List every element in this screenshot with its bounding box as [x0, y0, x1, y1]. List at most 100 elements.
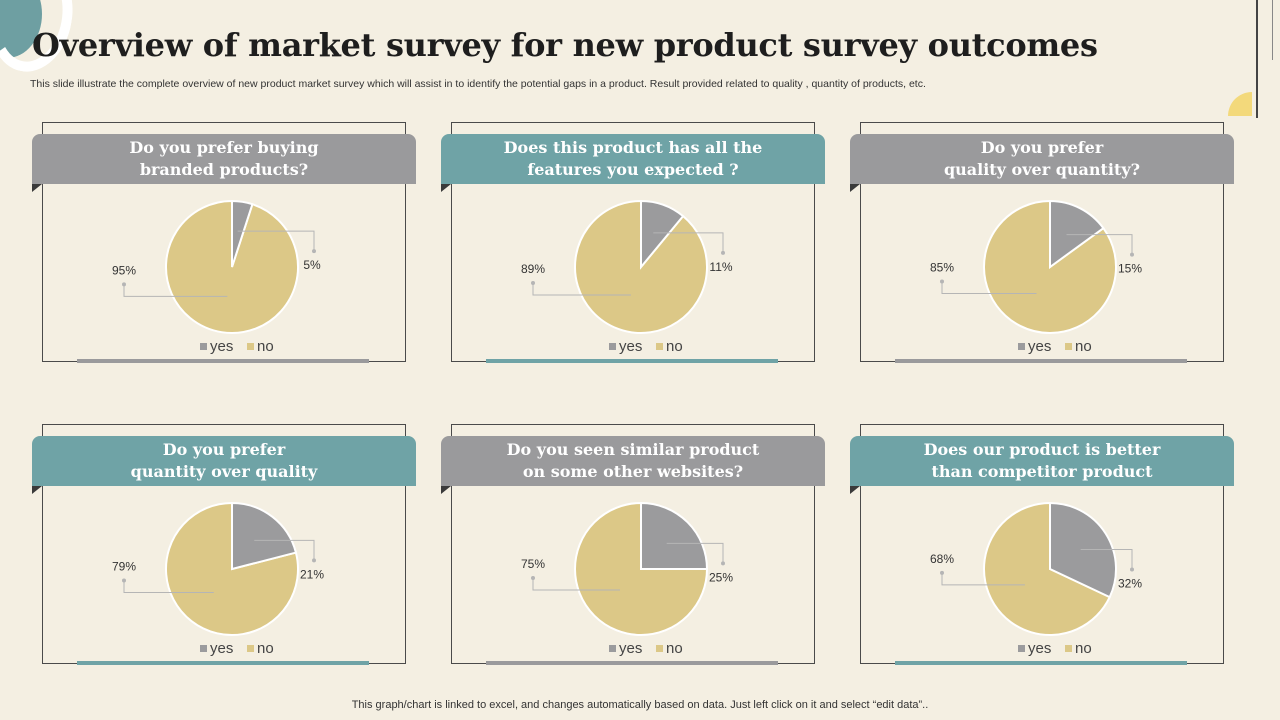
data-label-no: 68%: [930, 552, 954, 566]
data-label-yes: 25%: [709, 570, 733, 584]
chart-title-line: quantity over quality: [130, 462, 318, 481]
legend-swatch-no: [656, 645, 663, 652]
leader-line-yes: [666, 542, 724, 564]
data-label-yes: 5%: [303, 258, 321, 272]
legend-swatch-no: [247, 645, 254, 652]
chart-title: Does our product is better than competito…: [850, 436, 1234, 486]
legend-label-yes: yes: [210, 640, 233, 657]
footer-note: This graph/chart is linked to excel, and…: [351, 699, 929, 711]
panel-accent-bar: [77, 661, 369, 665]
pie-chart: 21% 79% yes no: [112, 501, 324, 657]
leader-line-yes: [653, 232, 724, 253]
panel-accent-bar: [895, 359, 1187, 363]
chart-legend: yes no: [609, 640, 683, 657]
pie-chart: 5% 95% yes no: [112, 199, 321, 355]
pie-slices: [574, 199, 708, 334]
pie-chart: 11% 89% yes no: [521, 199, 733, 355]
leader-line-no: [532, 282, 631, 296]
header-fold: [441, 486, 451, 494]
legend-label-yes: yes: [619, 338, 642, 355]
leader-dot-no: [531, 280, 535, 285]
legend-label-yes: yes: [1028, 640, 1051, 657]
leader-dot-yes: [312, 249, 316, 254]
survey-chart-panel: Do you prefer buying branded products? 5% 9…: [32, 122, 440, 363]
header-fold: [850, 486, 860, 494]
legend-swatch-no: [656, 343, 663, 350]
chart-title-line: Do you seen similar product: [506, 440, 760, 459]
legend-swatch-no: [247, 343, 254, 350]
chart-legend: yes no: [609, 338, 683, 355]
panel-accent-bar: [486, 661, 778, 665]
legend-swatch-yes: [1018, 343, 1025, 350]
chart-title: Does this product has all the features yo…: [441, 134, 825, 184]
data-label-yes: 21%: [300, 567, 324, 581]
pie-slices: [983, 501, 1117, 636]
chart-legend: yes no: [1018, 640, 1092, 657]
legend-label-yes: yes: [619, 640, 642, 657]
panel-accent-bar: [77, 359, 369, 363]
leader-line-no: [123, 284, 228, 297]
data-label-yes: 15%: [1118, 262, 1142, 276]
legend-swatch-yes: [200, 343, 207, 350]
chart-title-line: Do you prefer: [162, 440, 286, 459]
legend-swatch-yes: [609, 645, 616, 652]
chart-title-line: features you expected ?: [527, 160, 739, 179]
chart-title-line: Do you prefer buying: [129, 138, 319, 157]
page-subtitle: This slide illustrate the complete overv…: [30, 78, 926, 90]
legend-label-yes: yes: [210, 338, 233, 355]
header-fold: [441, 184, 451, 192]
decorative-quarter-circle: [1228, 92, 1252, 116]
leader-dot-no: [531, 576, 535, 581]
pie-slices: [165, 199, 299, 334]
leader-line-no: [941, 572, 1025, 586]
chart-title: Do you prefer buying branded products?: [32, 134, 416, 184]
legend-swatch-yes: [1018, 645, 1025, 652]
chart-title: Do you seen similar product on some other…: [441, 436, 825, 486]
survey-chart-panel: Does our product is better than competito…: [850, 424, 1258, 665]
chart-legend: yes no: [1018, 338, 1092, 355]
survey-chart-panel: Do you prefer quantity over quality 21% 79%…: [32, 424, 440, 665]
page-title: Overview of market survey for new produc…: [32, 26, 1098, 64]
data-label-yes: 32%: [1118, 577, 1142, 591]
leader-line-yes: [1066, 234, 1133, 255]
leader-line-yes: [1080, 549, 1133, 570]
survey-chart-panel: Does this product has all the features yo…: [441, 122, 849, 363]
pie-slice-no: [574, 501, 709, 636]
chart-title-line: branded products?: [139, 160, 309, 179]
legend-label-yes: yes: [1028, 338, 1051, 355]
pie-chart: 25% 75% yes no: [521, 501, 733, 657]
leader-dot-no: [122, 282, 126, 287]
pie-slices: [983, 199, 1117, 334]
data-label-no: 95%: [112, 263, 136, 277]
decorative-line: [1272, 0, 1273, 60]
data-label-no: 79%: [112, 559, 136, 573]
data-label-yes: 11%: [709, 260, 732, 274]
leader-dot-yes: [721, 561, 725, 566]
leader-dot-no: [940, 279, 944, 284]
pie-slices: [165, 501, 299, 636]
pie-chart: 32% 68% yes no: [930, 501, 1142, 657]
leader-line-no: [941, 281, 1037, 294]
leader-dot-yes: [1130, 252, 1134, 257]
legend-label-no: no: [257, 640, 274, 657]
pie-slice-yes: [231, 199, 254, 268]
panel-accent-bar: [895, 661, 1187, 665]
chart-title-line: than competitor product: [931, 462, 1153, 481]
legend-label-no: no: [666, 640, 683, 657]
chart-title-line: Do you prefer: [980, 138, 1104, 157]
legend-swatch-no: [1065, 343, 1072, 350]
leader-line-yes: [237, 230, 315, 252]
legend-swatch-yes: [200, 645, 207, 652]
leader-line-no: [123, 580, 214, 593]
leader-dot-yes: [312, 558, 316, 563]
data-label-no: 75%: [521, 557, 545, 571]
legend-label-no: no: [257, 338, 274, 355]
leader-dot-no: [122, 578, 126, 583]
data-label-no: 89%: [521, 262, 545, 276]
legend-label-no: no: [666, 338, 683, 355]
survey-chart-panel: Do you seen similar product on some other…: [441, 424, 849, 665]
header-fold: [32, 184, 42, 192]
header-fold: [32, 486, 42, 494]
survey-chart-panel: Do you prefer quality over quantity? 15% 85…: [850, 122, 1258, 363]
chart-legend: yes no: [200, 338, 274, 355]
